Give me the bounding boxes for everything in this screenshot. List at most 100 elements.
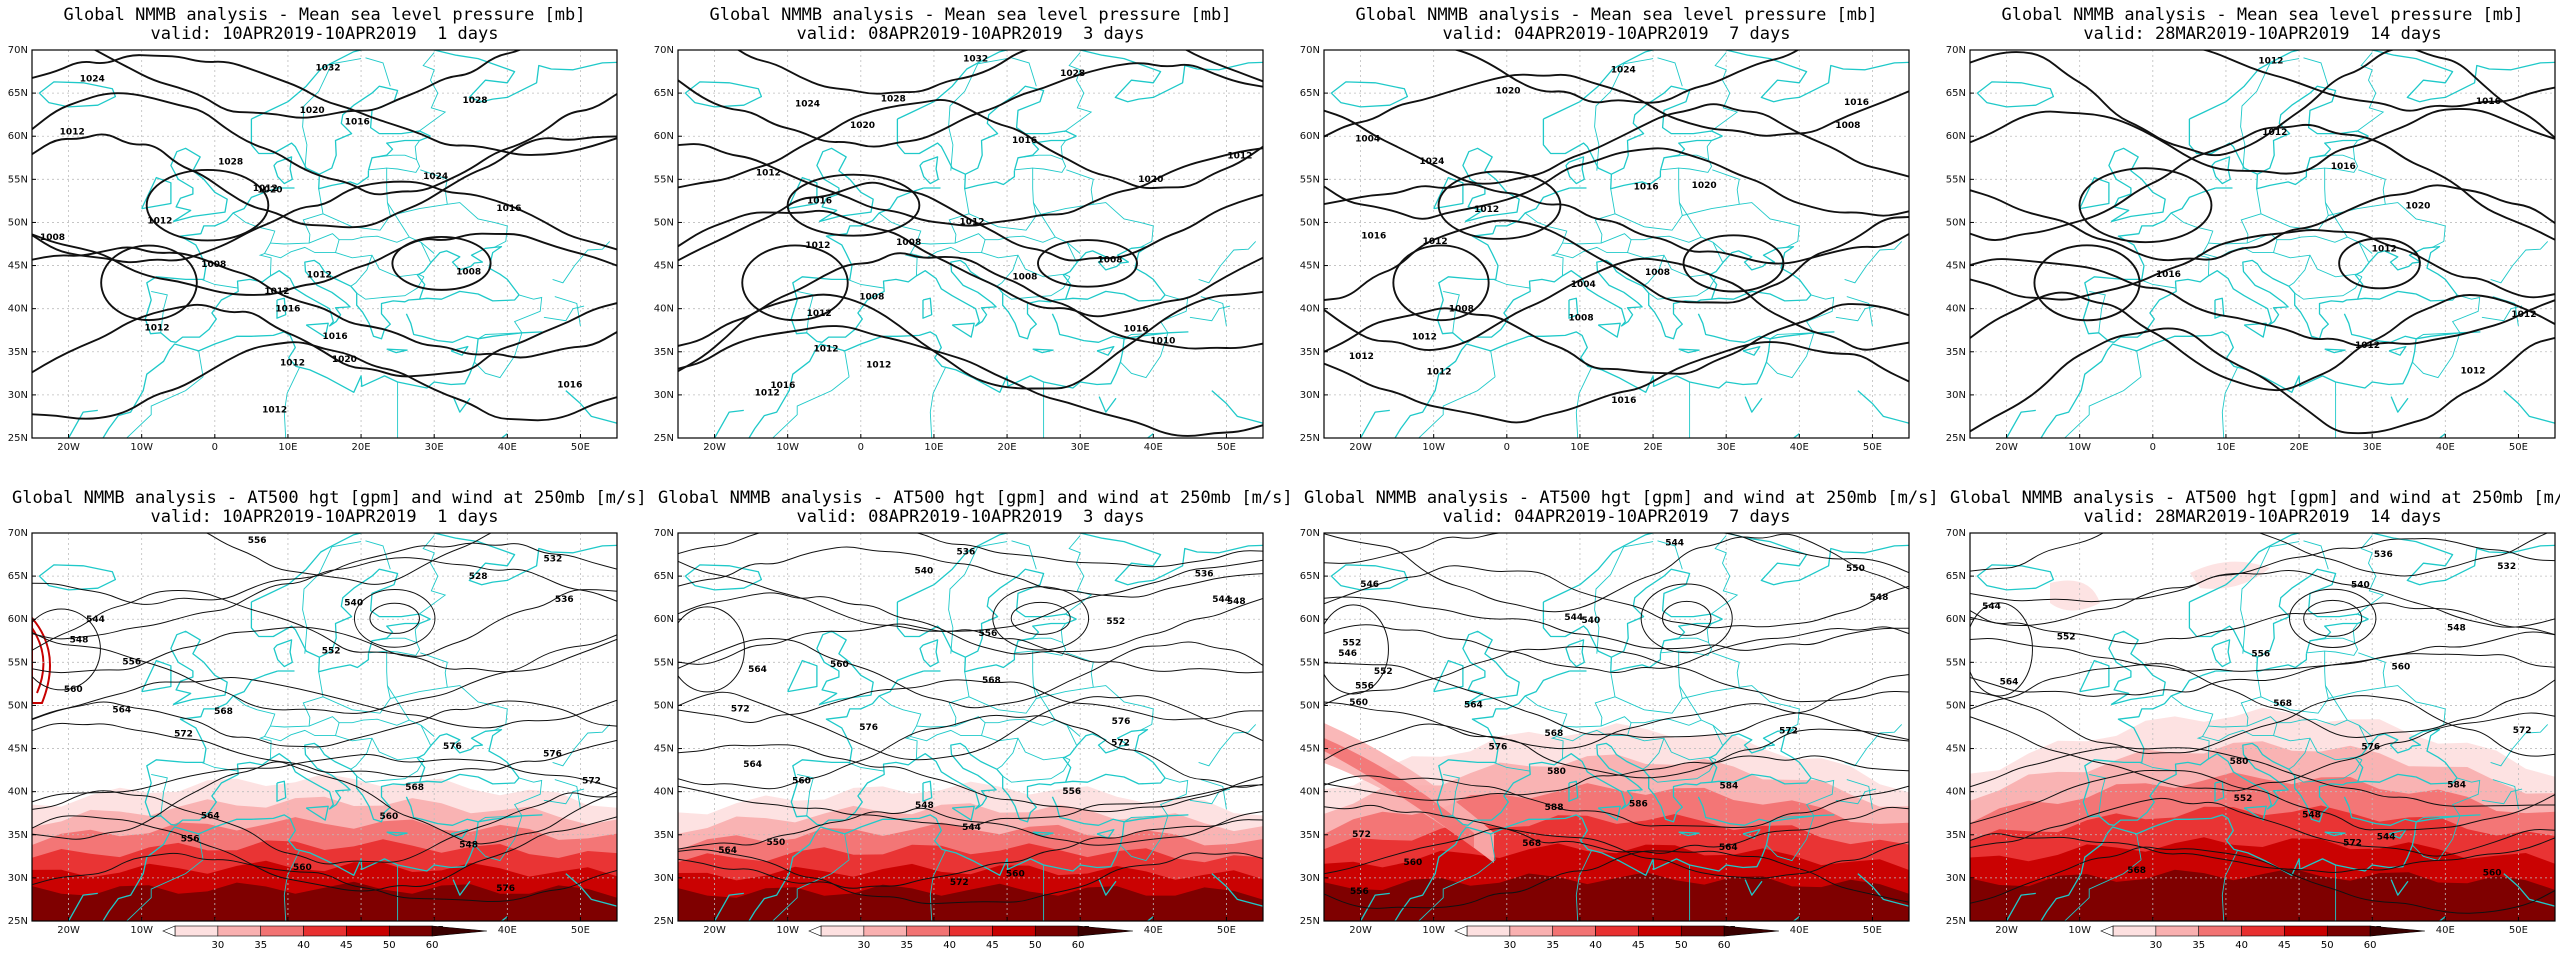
contour-labels: 1024 1020 1016 1008 1004 1024 1020 1016 1012 1016… <box>1349 65 1869 406</box>
lat-tick-label: 35N <box>1300 347 1320 358</box>
panel-title: Global NMMB analysis - AT500 hgt [gpm] a… <box>1950 489 2560 527</box>
lat-tick-label: 55N <box>8 174 28 185</box>
contour-label: 1016 <box>1123 324 1148 334</box>
contour-label: 552 <box>1106 617 1125 627</box>
lat-tick-label: 45N <box>1946 744 1966 755</box>
contour-label: 1012 <box>144 323 169 333</box>
coastlines <box>38 533 617 921</box>
contour-label: 1012 <box>2355 341 2380 351</box>
colorbar-swatch <box>2197 925 2242 937</box>
colorbar-swatch <box>1509 925 1553 937</box>
map-frame <box>677 49 1264 439</box>
contour-label: 1012 <box>307 271 332 281</box>
contour-label: 1008 <box>456 267 481 277</box>
lon-tick-label: 20W <box>703 442 726 453</box>
contour-label: 1012 <box>866 360 891 370</box>
contour-label: 1028 <box>462 96 487 106</box>
map-frame <box>677 532 1264 922</box>
contour-label: 1020 <box>1496 87 1521 97</box>
lon-tick-label: 30E <box>2363 442 2382 453</box>
lat-tick-label: 35N <box>654 347 674 358</box>
lat-tick-label: 45N <box>1946 261 1966 272</box>
contour-label: 1032 <box>963 54 988 64</box>
contour-label: 1016 <box>496 204 521 214</box>
contour-label: 564 <box>1719 843 1738 853</box>
contour-label: 1012 <box>807 309 832 319</box>
contour-label: 1024 <box>1419 157 1444 167</box>
colorbar-swatch <box>905 925 950 937</box>
wind-colorbar: 30 35 40 45 50 60 <box>807 925 1133 951</box>
lat-tick-label: 45N <box>654 261 674 272</box>
panel-title: Global NMMB analysis - AT500 hgt [gpm] a… <box>658 489 1293 527</box>
panel-title: Global NMMB analysis - Mean sea level pr… <box>12 6 637 44</box>
contour-label: 540 <box>1582 616 1601 626</box>
contour-label: 576 <box>859 723 878 733</box>
contour-label: 556 <box>248 536 267 546</box>
lat-tick-label: 30N <box>1946 873 1966 884</box>
lat-tick-label: 70N <box>8 45 28 56</box>
contour-label: 540 <box>2351 581 2370 591</box>
colorbar-swatch <box>302 925 347 937</box>
lat-tick-label: 25N <box>1946 433 1966 444</box>
contour-label: 550 <box>1846 564 1865 574</box>
contour-label: 1012 <box>60 127 85 137</box>
colorbar-swatch <box>1466 925 1510 937</box>
contour-label: 560 <box>1349 698 1368 708</box>
lon-tick-label: 30E <box>1071 442 1090 453</box>
map-panel: 536 532 540 544 548 552 556 560 564 568 572 576 580 5… <box>1946 528 2556 936</box>
colorbar-swatch <box>1680 925 1724 937</box>
contour-label: 1024 <box>80 74 105 84</box>
contour-label: 1024 <box>1611 65 1636 75</box>
contour-label: 544 <box>1982 602 2001 612</box>
contour-label: 576 <box>543 749 562 759</box>
map-panel: 1032102410281020101610121028102410201012… <box>8 45 618 453</box>
colorbar-swatch <box>1551 925 1596 937</box>
contour-label: 1024 <box>423 172 448 182</box>
lon-tick-label: 10E <box>1570 442 1589 453</box>
contour-label: 560 <box>1404 858 1423 868</box>
contour-label: 1012 <box>1349 352 1374 362</box>
contour-labels: 536 532 540 544 548 552 556 560 564 568 572 576 580 5… <box>1982 550 2531 879</box>
colorbar-label: 60 <box>1071 940 1084 951</box>
lat-tick-label: 30N <box>1300 873 1320 884</box>
lon-tick-label: 40E <box>1790 925 1809 936</box>
lat-tick-label: 60N <box>1946 131 1966 142</box>
panel-title: Global NMMB analysis - Mean sea level pr… <box>1304 6 1929 44</box>
contour-label: 536 <box>956 547 975 557</box>
colorbar-swatch <box>991 925 1036 937</box>
lon-tick-label: 40E <box>498 442 517 453</box>
lon-tick-label: 10W <box>2068 442 2091 453</box>
lat-tick-label: 65N <box>1946 571 1966 582</box>
contour-label: 556 <box>979 629 998 639</box>
contour-label: 1016 <box>1012 136 1037 146</box>
lat-tick-label: 50N <box>8 700 28 711</box>
wind-colorbar: 30 35 40 45 50 60 <box>2099 925 2425 951</box>
contours <box>32 533 617 902</box>
contour-labels: 1012 1016 1012 1016 1020 1012 1016 1012 1012 1012 <box>2156 56 2537 376</box>
contour-label: 572 <box>2343 838 2362 848</box>
lon-tick-label: 20E <box>998 442 1017 453</box>
contour-label: 546 <box>1338 649 1357 659</box>
contour-label: 536 <box>1195 570 1214 580</box>
contour-label: 544 <box>1665 539 1684 549</box>
contour-label: 556 <box>2251 649 2270 659</box>
contour-label: 584 <box>1720 782 1739 792</box>
contour-label: 1020 <box>1138 175 1163 185</box>
lat-tick-label: 55N <box>654 657 674 668</box>
panel-title-line2: valid: 28MAR2019-10APR2019 14 days <box>2083 507 2442 527</box>
lat-tick-label: 35N <box>1946 830 1966 841</box>
contour-label: 588 <box>1545 803 1564 813</box>
contour-label: 586 <box>1629 800 1648 810</box>
contour-label: 576 <box>1488 742 1507 752</box>
lon-tick-label: 40E <box>1144 925 1163 936</box>
lon-tick-label: 20W <box>1995 442 2018 453</box>
colorbar-label: 30 <box>211 940 224 951</box>
contour-label: 560 <box>2483 869 2502 879</box>
lat-tick-label: 45N <box>654 744 674 755</box>
lat-tick-label: 25N <box>1300 433 1320 444</box>
contour-label: 564 <box>748 665 767 675</box>
lon-tick-label: 10E <box>2216 442 2235 453</box>
colorbar-swatch <box>863 925 907 937</box>
contour-label: 536 <box>555 595 574 605</box>
contour-label: 1012 <box>756 168 781 178</box>
